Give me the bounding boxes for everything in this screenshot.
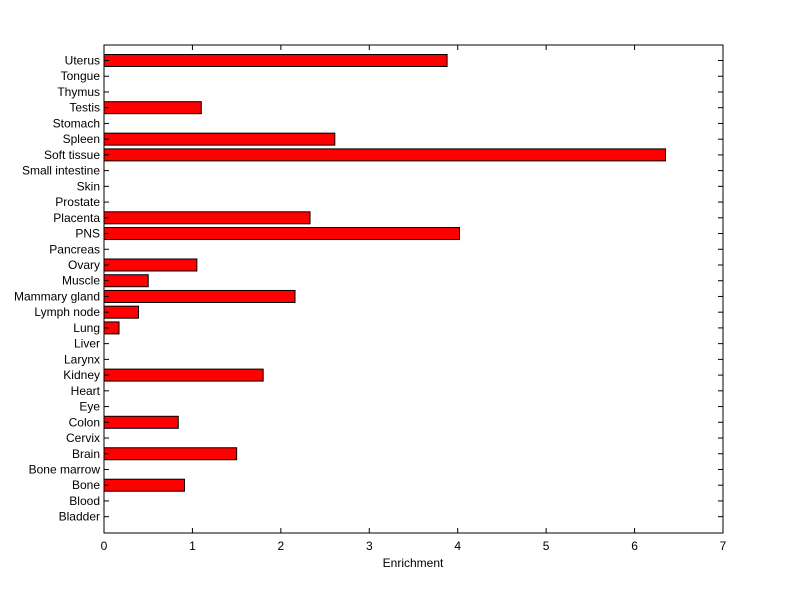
bar <box>103 211 311 225</box>
y-tick-label: Bone <box>72 478 100 492</box>
y-tick-label: Muscle <box>62 274 100 288</box>
y-tick-label: Soft tissue <box>44 148 100 162</box>
y-tick-label: Heart <box>71 384 101 398</box>
plot-frame <box>103 44 724 534</box>
y-tick-label: Thymus <box>57 85 100 99</box>
bar <box>103 447 238 461</box>
x-tick-label: 7 <box>720 539 727 553</box>
y-tick-label: Lung <box>73 321 100 335</box>
y-tick-label: Brain <box>72 447 100 461</box>
y-tick-label: Prostate <box>55 195 100 209</box>
bar <box>103 54 448 67</box>
x-tick-label: 3 <box>366 539 373 553</box>
y-tick-label: Uterus <box>65 54 100 68</box>
y-tick-label: Mammary gland <box>14 289 100 303</box>
y-tick-label: Eye <box>79 400 100 414</box>
x-tick-label: 6 <box>631 539 638 553</box>
y-tick-label: Cervix <box>66 431 100 445</box>
bar <box>103 148 667 162</box>
x-tick-label: 0 <box>101 539 108 553</box>
y-tick-label: Colon <box>69 415 100 429</box>
y-tick-label: Larynx <box>64 352 100 366</box>
y-tick-label: Kidney <box>63 368 100 382</box>
bar <box>103 132 336 146</box>
bar <box>103 258 198 272</box>
y-tick-label: Skin <box>77 179 100 193</box>
bar <box>103 227 460 241</box>
y-tick-label: Stomach <box>53 116 100 130</box>
y-tick-label: Testis <box>69 101 100 115</box>
bar <box>103 305 139 319</box>
x-tick-label: 1 <box>189 539 196 553</box>
x-tick-label: 4 <box>454 539 461 553</box>
bar <box>103 415 179 429</box>
y-tick-label: Bladder <box>59 510 100 524</box>
y-tick-label: Tongue <box>61 69 101 83</box>
bar <box>103 478 185 492</box>
x-tick-label: 2 <box>278 539 285 553</box>
y-tick-label: PNS <box>75 227 100 241</box>
y-tick-label: Placenta <box>53 211 100 225</box>
y-tick-label: Pancreas <box>49 242 100 256</box>
bar <box>103 368 264 382</box>
x-tick-label: 5 <box>543 539 550 553</box>
bar <box>103 274 149 288</box>
y-tick-label: Lymph node <box>34 305 100 319</box>
bar <box>103 101 202 115</box>
bar <box>103 289 296 303</box>
y-tick-label: Liver <box>74 337 100 351</box>
y-tick-label: Ovary <box>68 258 100 272</box>
x-axis-label: Enrichment <box>383 556 444 570</box>
y-tick-label: Bone marrow <box>29 462 101 476</box>
x-ticks-group: 0 1 2 3 4 5 6 7 <box>101 45 727 553</box>
y-tick-label: Blood <box>69 494 100 508</box>
y-tick-label: Spleen <box>63 132 100 146</box>
y-tick-label: Small intestine <box>22 164 100 178</box>
